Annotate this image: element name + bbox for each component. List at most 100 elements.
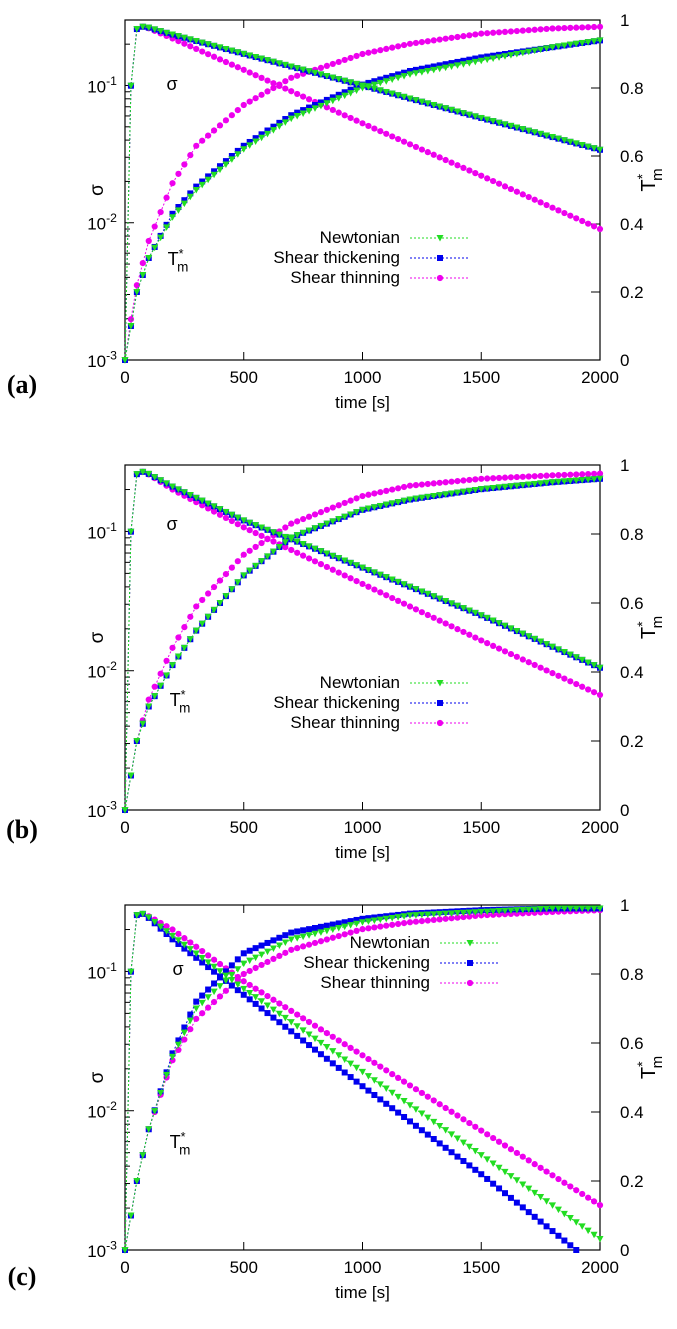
marker-triangle <box>353 562 361 569</box>
marker-circle <box>549 472 556 479</box>
marker-square <box>323 922 330 929</box>
marker-circle <box>454 33 461 41</box>
marker-triangle <box>204 994 212 1001</box>
marker-circle <box>406 40 414 47</box>
marker-circle <box>288 546 295 554</box>
marker-square <box>193 954 200 961</box>
marker-triangle <box>436 65 444 73</box>
marker-triangle <box>448 1131 456 1138</box>
marker-triangle <box>430 911 438 918</box>
marker-circle <box>323 1029 330 1037</box>
marker-square <box>276 1019 283 1026</box>
marker-circle <box>579 217 586 225</box>
y-right-tick-label: 0.2 <box>620 283 644 302</box>
marker-circle <box>252 964 259 972</box>
marker-triangle <box>442 491 450 498</box>
marker-circle <box>222 58 230 66</box>
marker-circle <box>264 535 271 542</box>
y-right-tick-label: 0.4 <box>620 215 644 234</box>
marker-circle <box>234 558 241 565</box>
y-right-axis-label: T*m <box>634 1056 666 1079</box>
marker-triangle <box>566 905 574 912</box>
marker-triangle <box>293 532 301 539</box>
marker-triangle <box>151 918 159 926</box>
marker-square <box>496 1185 503 1192</box>
marker-square <box>460 1158 467 1165</box>
marker-circle <box>466 32 473 39</box>
marker-circle <box>478 1127 485 1134</box>
marker-square <box>288 112 295 119</box>
marker-circle <box>436 719 444 727</box>
marker-circle <box>234 521 241 528</box>
marker-circle <box>383 45 390 53</box>
marker-circle <box>210 998 218 1006</box>
marker-triangle <box>157 1090 165 1097</box>
marker-triangle <box>578 39 586 47</box>
marker-circle <box>341 112 348 119</box>
marker-triangle <box>216 968 224 975</box>
marker-square <box>306 926 313 933</box>
marker-triangle <box>151 244 159 252</box>
marker-triangle <box>353 920 361 928</box>
marker-circle <box>412 143 420 151</box>
marker-square <box>460 57 467 64</box>
marker-circle <box>294 945 301 952</box>
marker-triangle <box>341 1056 349 1063</box>
x-tick-label: 2000 <box>581 368 619 387</box>
marker-circle <box>205 952 212 959</box>
marker-circle <box>359 120 366 127</box>
marker-circle <box>276 952 283 959</box>
marker-triangle <box>139 23 147 31</box>
marker-square <box>383 74 390 81</box>
marker-triangle <box>376 1081 384 1088</box>
marker-circle <box>377 589 384 596</box>
marker-triangle <box>376 502 384 510</box>
y-left-tick-label: 10-1 <box>87 520 117 543</box>
series-newtonian-left <box>121 468 604 814</box>
marker-triangle <box>519 630 527 638</box>
marker-square <box>448 1149 455 1156</box>
marker-square <box>294 109 301 116</box>
marker-circle <box>430 480 437 487</box>
marker-circle <box>193 142 200 149</box>
marker-circle <box>436 617 443 624</box>
y-right-tick-label: 0.4 <box>620 1103 644 1122</box>
marker-circle <box>341 1041 348 1048</box>
marker-triangle <box>424 493 432 501</box>
marker-triangle <box>406 912 414 919</box>
marker-triangle <box>341 923 349 931</box>
marker-circle <box>490 177 497 185</box>
marker-circle <box>460 164 467 171</box>
marker-triangle <box>287 115 295 123</box>
series-shear-thickening-left <box>122 23 603 363</box>
marker-triangle <box>192 1005 200 1012</box>
marker-triangle <box>572 40 580 48</box>
marker-circle <box>561 1179 568 1186</box>
marker-square <box>181 197 188 204</box>
marker-triangle <box>424 1114 432 1122</box>
marker-triangle <box>169 31 176 39</box>
marker-circle <box>294 518 301 525</box>
marker-square <box>306 104 313 111</box>
marker-circle <box>252 543 259 551</box>
marker-triangle <box>198 497 206 505</box>
marker-square <box>371 78 378 85</box>
marker-circle <box>210 583 218 591</box>
marker-triangle <box>489 1160 497 1168</box>
tm-annotation: T* m <box>168 247 189 275</box>
marker-circle <box>311 939 319 947</box>
marker-circle <box>288 946 295 953</box>
marker-triangle <box>210 171 218 179</box>
marker-square <box>371 1092 378 1099</box>
marker-circle <box>359 580 366 588</box>
marker-circle <box>341 572 348 579</box>
marker-circle <box>323 62 330 69</box>
marker-circle <box>157 209 164 216</box>
marker-circle <box>294 90 301 98</box>
marker-triangle <box>234 151 242 158</box>
marker-triangle <box>174 486 182 493</box>
marker-triangle <box>252 522 260 529</box>
marker-triangle <box>531 129 539 136</box>
marker-circle <box>323 506 330 513</box>
marker-circle <box>596 23 604 30</box>
